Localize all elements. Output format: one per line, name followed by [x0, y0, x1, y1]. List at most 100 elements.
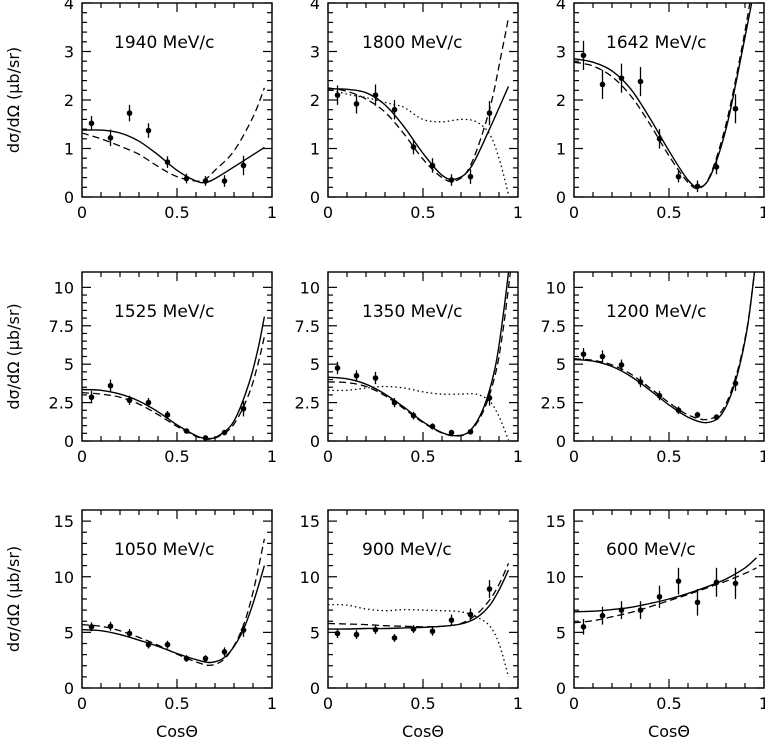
- data-point: [448, 617, 455, 623]
- curve-dashed: [328, 563, 510, 628]
- data-point: [429, 162, 436, 169]
- x-axis-title: CosΘ: [648, 722, 690, 741]
- y-tick-label: 0: [556, 432, 566, 451]
- x-tick-label: 0.5: [410, 203, 435, 222]
- y-tick-label: 5: [556, 623, 566, 642]
- curves: [574, 3, 753, 190]
- plot-frame: [327, 271, 519, 442]
- panel-8: 0 5 10 15 0 0.5 1 900 MeV/c CosΘ: [300, 509, 523, 741]
- data-point: [353, 631, 360, 638]
- x-tick-label: 0.5: [164, 694, 189, 713]
- y-tick-label: 2.5: [541, 394, 566, 413]
- data-point: [372, 92, 379, 98]
- y-tick-label: 2.5: [49, 394, 74, 413]
- panel-momentum-label: 1940 MeV/c: [114, 33, 215, 53]
- x-tick-label: 0.5: [164, 447, 189, 466]
- curve-solid: [328, 272, 510, 437]
- data-point: [145, 399, 152, 406]
- y-tick-label: 15: [546, 512, 566, 531]
- x-tick-label: 1: [759, 447, 765, 466]
- data-point: [580, 52, 587, 59]
- data-point: [107, 135, 114, 141]
- x-tick-label: 1: [513, 203, 523, 222]
- data-point: [107, 623, 114, 630]
- x-tick-label: 0.5: [656, 447, 681, 466]
- y-tick-label: 7.5: [49, 317, 74, 336]
- data-point: [334, 365, 341, 371]
- data-point: [486, 110, 493, 116]
- curve-dashed: [574, 272, 756, 421]
- y-tick-label: 0: [64, 679, 74, 698]
- data-point: [599, 81, 606, 88]
- curve-dotted: [328, 603, 510, 678]
- x-tick-label: 1: [267, 203, 277, 222]
- data-point: [656, 593, 663, 600]
- x-tick-label: 0: [77, 203, 87, 222]
- curve-solid: [328, 569, 510, 630]
- curves: [574, 272, 756, 424]
- x-tick-label: 1: [759, 694, 765, 713]
- data-point: [145, 641, 152, 648]
- x-tick-label: 1: [267, 694, 277, 713]
- panel-4: 0 2.5 5 7.5 10 0 0.5 1 1525 MeV/c dσ/dΩ (μb/sr): [4, 271, 277, 466]
- data-point: [713, 579, 720, 586]
- data-point: [202, 435, 209, 441]
- x-tick-label: 0: [323, 447, 333, 466]
- curves: [328, 17, 510, 195]
- curve-dashed: [328, 17, 510, 183]
- y-tick-label: 1: [556, 140, 566, 159]
- y-tick-label: 10: [300, 278, 320, 297]
- data-point: [334, 92, 341, 98]
- data-point: [145, 127, 152, 134]
- data-point: [599, 612, 606, 619]
- data-point: [599, 353, 606, 360]
- panel-3: 0 1 2 3 4 0 0.5 1 1642 MeV/c: [556, 0, 765, 222]
- data-point: [467, 611, 474, 618]
- x-axis-title: CosΘ: [156, 722, 198, 741]
- y-tick-label: 5: [556, 355, 566, 374]
- data-point: [372, 375, 379, 381]
- x-tick-label: 0.5: [656, 694, 681, 713]
- curve-solid: [574, 3, 753, 189]
- x-tick-label: 0.5: [656, 203, 681, 222]
- panel-momentum-label: 1200 MeV/c: [606, 302, 707, 322]
- y-tick-label: 7.5: [295, 317, 320, 336]
- x-tick-label: 0: [77, 447, 87, 466]
- data-point: [732, 105, 739, 112]
- data-point: [353, 372, 360, 379]
- data-point: [618, 607, 625, 613]
- y-axis-title: dσ/dΩ (μb/sr): [4, 47, 23, 153]
- data-point: [183, 175, 190, 182]
- y-tick-label: 0: [556, 188, 566, 207]
- x-axis-title: CosΘ: [402, 722, 444, 741]
- y-tick-label: 1: [310, 140, 320, 159]
- plot-frame: [81, 509, 273, 689]
- y-tick-label: 0: [64, 432, 74, 451]
- y-tick-label: 4: [64, 0, 74, 13]
- data-point: [637, 607, 644, 613]
- y-tick-label: 5: [64, 623, 74, 642]
- data-point: [486, 395, 493, 401]
- data-point: [618, 75, 625, 81]
- y-tick-label: 5: [310, 355, 320, 374]
- x-tick-label: 1: [513, 447, 523, 466]
- data-point: [88, 394, 95, 401]
- data-point: [164, 641, 171, 648]
- data-point: [240, 162, 247, 169]
- data-point: [183, 655, 190, 662]
- data-point: [107, 382, 114, 389]
- y-tick-label: 5: [310, 623, 320, 642]
- data-point: [126, 630, 133, 637]
- data-point: [732, 380, 739, 387]
- y-tick-label: 4: [310, 0, 320, 13]
- data-point: [88, 120, 95, 127]
- data-point: [372, 626, 379, 633]
- x-tick-label: 0.5: [164, 203, 189, 222]
- y-tick-label: 15: [54, 512, 74, 531]
- data-point: [88, 624, 95, 630]
- x-tick-label: 0: [323, 203, 333, 222]
- data-point: [694, 183, 701, 190]
- y-tick-label: 1: [64, 140, 74, 159]
- data-point: [164, 159, 171, 165]
